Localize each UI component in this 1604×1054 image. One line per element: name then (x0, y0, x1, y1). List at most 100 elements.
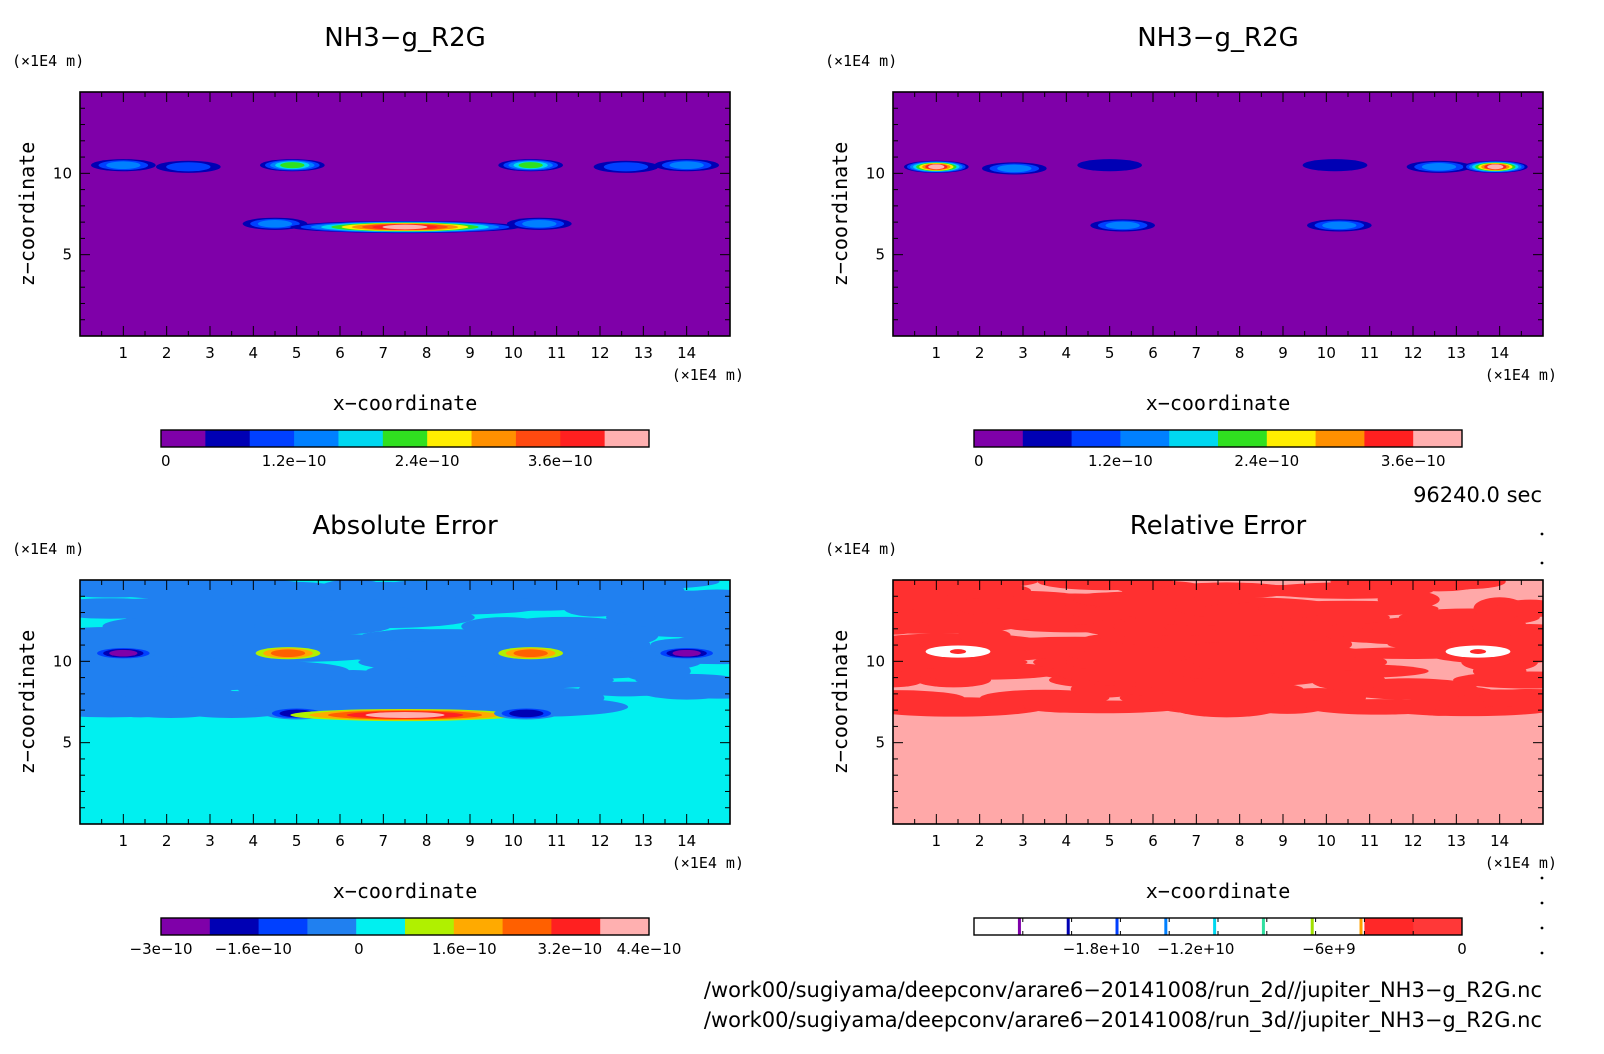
panel-title: NH3−g_R2G (324, 23, 486, 53)
y-tick-label: 5 (875, 246, 885, 264)
margin-dot (1540, 926, 1544, 930)
x-tick-label: 8 (422, 832, 432, 850)
x-tick-label: 7 (1192, 344, 1202, 362)
colorbar-swatch (294, 430, 339, 447)
contour-feature (949, 649, 967, 654)
plot-area (91, 159, 720, 234)
x-tick-label: 10 (1317, 344, 1336, 362)
colorbar-label: −1.2e+10 (1157, 940, 1234, 958)
x-tick-label: 5 (292, 832, 302, 850)
y-axis-unit: (×1E4 m) (12, 52, 84, 70)
error-layer (893, 651, 1543, 656)
contour-feature (1322, 221, 1357, 230)
footer-path-3d: /work00/sugiyama/deepconv/arare6−2014100… (704, 1008, 1542, 1033)
error-band (499, 616, 631, 636)
colorbar-swatch (405, 918, 455, 935)
panel-title: Relative Error (1130, 511, 1307, 541)
colorbar-label: 3.6e−10 (1381, 452, 1446, 470)
colorbar-swatch (1364, 918, 1414, 935)
contour-feature (928, 164, 945, 170)
colorbar-line (1359, 918, 1363, 935)
x-tick-label: 6 (1148, 832, 1158, 850)
colorbar-swatch (560, 430, 606, 447)
margin-dot (1540, 876, 1544, 880)
x-tick-label: 1 (119, 832, 129, 850)
contour-feature (1421, 163, 1457, 171)
y-axis-label: z−coordinate (828, 142, 852, 287)
colorbar-label: 1.6e−10 (432, 940, 497, 958)
x-tick-label: 5 (1105, 344, 1115, 362)
x-tick-label: 10 (504, 832, 523, 850)
colorbar-label: 4.4e−10 (617, 940, 682, 958)
x-tick-label: 6 (335, 344, 345, 362)
y-axis-unit: (×1E4 m) (825, 52, 897, 70)
contour-feature (106, 161, 141, 169)
x-axis-label: x−coordinate (1146, 879, 1291, 903)
plot-area (904, 159, 1528, 232)
x-tick-label: 5 (292, 344, 302, 362)
x-tick-label: 12 (1403, 344, 1422, 362)
error-band (672, 589, 730, 610)
error-band (893, 580, 1038, 589)
colorbar-label: 0 (161, 452, 171, 470)
x-tick-label: 14 (677, 344, 696, 362)
colorbar-swatch (258, 918, 308, 935)
contour-feature (1105, 221, 1140, 230)
colorbar: −3e−10 −1.6e−10 0 1.6e−10 3.2e−10 4.4e−10 (130, 917, 682, 958)
colorbar-swatch (1315, 918, 1365, 935)
colorbar-swatch (600, 918, 650, 935)
x-tick-label: 10 (504, 344, 523, 362)
error-band (1495, 599, 1543, 618)
colorbar-swatch (1266, 430, 1317, 447)
x-tick-label: 12 (590, 832, 609, 850)
contour-feature (257, 219, 293, 228)
colorbar-label: 0 (974, 452, 984, 470)
colorbar-line (1213, 918, 1217, 935)
x-axis-label: x−coordinate (333, 391, 478, 415)
contour-feature (382, 224, 428, 230)
contour-feature (365, 711, 445, 719)
x-tick-label: 12 (1403, 832, 1422, 850)
contour-feature (270, 649, 306, 657)
x-tick-label: 14 (677, 832, 696, 850)
colorbar-swatch (161, 430, 206, 447)
colorbar: −1.8e+10 −1.2e+10 −6e+9 0 (973, 917, 1467, 958)
contour-feature (509, 709, 544, 718)
colorbar-swatch (471, 430, 517, 447)
y-tick-label: 5 (62, 734, 72, 752)
x-tick-label: 8 (1235, 344, 1245, 362)
plot-background (893, 92, 1543, 336)
chart-panel-2: NH3−g_R2G(×1E4 m)1 2 3 4 5 6 7 8 9 10 11 12 13 14510(… (825, 23, 1557, 470)
x-axis-unit: (×1E4 m) (672, 366, 744, 384)
panel-title: Absolute Error (312, 511, 498, 541)
x-tick-label: 1 (932, 832, 942, 850)
x-tick-label: 1 (932, 344, 942, 362)
colorbar-swatch (356, 918, 406, 935)
x-tick-label: 3 (205, 832, 215, 850)
chart-panel-3: Absolute Error(×1E4 m)1 2 3 4 5 6 7 8 9 10 11 12 13 1… (12, 511, 744, 958)
x-axis-unit: (×1E4 m) (1485, 366, 1557, 384)
plot-background (80, 92, 730, 336)
error-band (1432, 580, 1506, 590)
colorbar-swatch (307, 918, 357, 935)
colorbar-swatch (1218, 430, 1268, 447)
x-tick-label: 11 (547, 832, 566, 850)
y-axis-label: z−coordinate (15, 630, 39, 775)
colorbar-swatch (161, 918, 211, 935)
chart-panel-1: NH3−g_R2G(×1E4 m)1 2 3 4 5 6 7 8 9 10 11 12 13 14510(… (12, 23, 744, 470)
margin-dot (1540, 951, 1544, 955)
colorbar-frame (973, 917, 1463, 936)
colorbar-label: 2.4e−10 (395, 452, 460, 470)
colorbar-line (1066, 918, 1070, 935)
colorbar-label: −3e−10 (130, 940, 193, 958)
x-tick-label: 12 (590, 344, 609, 362)
colorbar-swatch (515, 430, 561, 447)
colorbar-label: 3.6e−10 (528, 452, 593, 470)
x-tick-label: 11 (1360, 832, 1379, 850)
x-axis-unit: (×1E4 m) (1485, 854, 1557, 872)
contour-feature (603, 162, 649, 172)
error-band (532, 580, 720, 590)
y-axis-label: z−coordinate (828, 630, 852, 775)
x-tick-label: 3 (205, 344, 215, 362)
x-tick-label: 5 (1105, 832, 1115, 850)
